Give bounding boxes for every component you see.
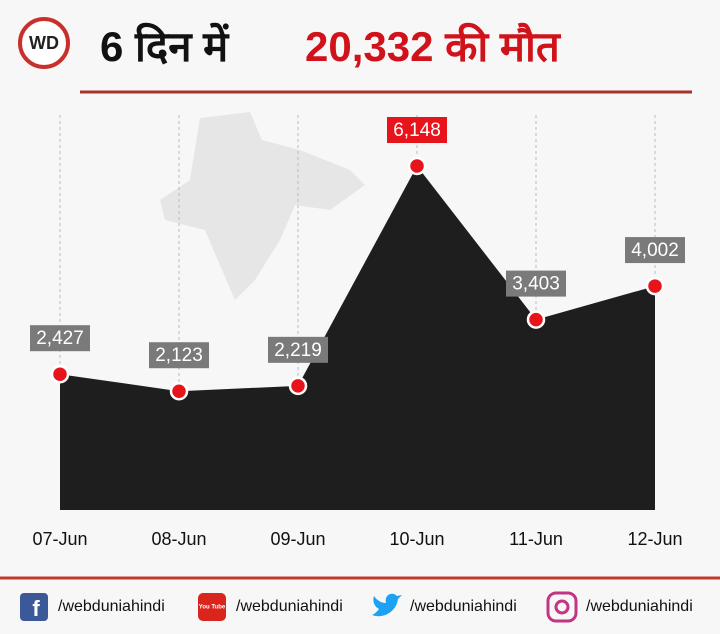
value-label-box: [268, 336, 328, 363]
social-handle: /webduniahindi: [410, 598, 517, 615]
value-label: 6,148: [393, 120, 441, 141]
youtube-icon-text: You Tube: [199, 605, 226, 611]
facebook-icon: [20, 593, 48, 621]
facebook-icon-text: f: [32, 596, 40, 621]
value-label: 3,403: [512, 274, 560, 295]
map-decoration: [160, 112, 365, 300]
value-label: 2,123: [155, 345, 203, 366]
value-label: 4,002: [631, 240, 679, 261]
x-tick-label: 12-Jun: [627, 529, 682, 549]
title-part1: 6 दिन में: [100, 22, 230, 70]
value-label-box: [30, 325, 90, 352]
logo: WD: [29, 33, 59, 53]
value-label-box: [387, 117, 447, 143]
value-label: 2,427: [36, 328, 84, 349]
social-handle: /webduniahindi: [58, 598, 165, 615]
value-label-box: [625, 237, 685, 264]
twitter-icon: [372, 593, 402, 617]
logo-ring: [18, 17, 70, 69]
marker: [169, 381, 189, 401]
social-handle: /webduniahindi: [586, 598, 693, 615]
social-handle: /webduniahindi: [236, 598, 343, 615]
value-label: 2,219: [274, 340, 322, 361]
value-label-box: [149, 342, 209, 369]
marker: [526, 310, 546, 329]
footer: f/webduniahindi You Tube/webduniahindi/we…: [20, 591, 693, 623]
instagram-icon-lens: [554, 599, 570, 615]
area: [60, 166, 655, 510]
marker: [407, 156, 427, 176]
x-tick-label: 07-Jun: [32, 529, 87, 549]
marker: [50, 364, 70, 384]
x-tick-label: 09-Jun: [270, 529, 325, 549]
title-part2: 20,332 की मौत: [305, 22, 562, 70]
marker: [288, 376, 308, 396]
instagram-icon: [546, 591, 578, 623]
x-tick-label: 10-Jun: [389, 529, 444, 549]
x-tick-label: 08-Jun: [151, 529, 206, 549]
chart: 2,427 07-Jun 2,123 08-Jun 2,219 09-Jun 6,148 10…: [30, 115, 685, 549]
value-label-box: [506, 270, 566, 297]
x-tick-label: 11-Jun: [509, 529, 563, 549]
marker: [645, 276, 665, 296]
youtube-icon: [198, 593, 226, 621]
